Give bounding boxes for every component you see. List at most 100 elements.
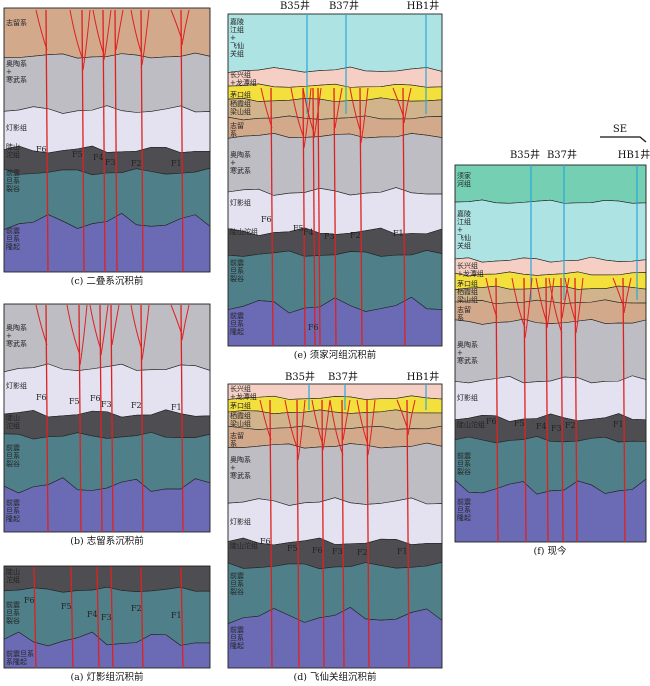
fault-line-branch <box>66 304 81 356</box>
layer-label: 灯影组 <box>6 123 27 132</box>
well-label: B35井 <box>510 148 540 161</box>
layer-label: 隆起 <box>230 327 244 336</box>
panel-frame <box>3 565 211 669</box>
layer-label: 系 <box>230 129 237 138</box>
fault-line-branch <box>403 87 412 124</box>
layer-label: + <box>457 349 463 357</box>
layer-label: 奥陶系 <box>6 59 27 68</box>
fault-line-branch <box>367 399 376 456</box>
layer-label: 江组 <box>457 217 471 226</box>
fault-label: F6 <box>308 323 319 332</box>
panel-caption: (a) 灯影组沉积前 <box>70 671 143 683</box>
layer-label: 茅口组 <box>457 279 478 288</box>
fault-line-branch <box>360 87 369 144</box>
fault-label: F4 <box>93 153 104 162</box>
layer-label: 茅口组 <box>230 401 251 410</box>
direction-label: SE <box>613 124 627 135</box>
fault-label: F1 <box>171 611 182 620</box>
fault-line <box>114 9 118 273</box>
fault-line-branch <box>546 277 555 329</box>
fault-line-branch <box>130 304 143 351</box>
fault-label: F2 <box>565 421 576 430</box>
layer-label: 旦系 <box>230 319 244 328</box>
fault-line <box>302 87 306 347</box>
fault-line-branch <box>82 9 91 71</box>
fault-line-branch <box>35 304 48 346</box>
layer-label: 志留 <box>230 431 244 440</box>
fault-line <box>270 87 274 347</box>
layer-label: 陡山 <box>6 567 20 576</box>
fault-label: F3 <box>332 547 343 556</box>
layer-label: 前震旦系 <box>6 649 34 658</box>
fault-label: F1 <box>397 547 408 556</box>
fault-line-branch <box>79 304 88 366</box>
panel-frame <box>227 383 443 669</box>
panel-frame <box>3 303 211 533</box>
fault-label: F3 <box>551 424 562 433</box>
fault-line <box>180 566 184 669</box>
fault-label: F2 <box>357 548 368 557</box>
layer-label: 隆起 <box>6 242 20 251</box>
layer-label: + <box>230 34 236 42</box>
layer-label: 梁山组 <box>230 419 251 428</box>
layer-label: 陡山 <box>6 413 20 422</box>
layer-label: 长兴组 <box>230 70 251 79</box>
fault-label: F6 <box>486 417 497 426</box>
layer-label: + <box>6 332 12 340</box>
fault-line-branch <box>575 277 584 334</box>
fault-line <box>140 304 144 533</box>
layer-label: 寒武系 <box>230 166 251 175</box>
fault-label: F6 <box>261 215 272 224</box>
layer-label: 前震 <box>230 258 244 267</box>
fault-line <box>45 9 49 273</box>
fault-label: F3 <box>324 232 335 241</box>
fault-line <box>317 87 321 347</box>
fault-line-branch <box>313 87 322 139</box>
fault-line <box>99 304 103 533</box>
fault-line-branch <box>35 9 48 51</box>
well-label: B37井 <box>547 148 577 161</box>
fault-line-branch <box>100 304 109 356</box>
layer-label: 前震 <box>230 571 244 580</box>
layer-label: 裂谷 <box>230 587 244 596</box>
fault-line-branch <box>623 277 632 314</box>
layer-uplift <box>227 296 443 347</box>
layer-label: 前震 <box>457 451 471 460</box>
fault-line-branch <box>524 277 533 339</box>
layer-label: 旦系 <box>6 451 20 460</box>
panel-caption: (c) 二叠系沉积前 <box>71 275 144 287</box>
fault-line <box>523 277 527 543</box>
layer-label: 灯影组 <box>230 517 251 526</box>
layer-label: 飞仙 <box>230 41 244 50</box>
panel-frame <box>454 164 647 543</box>
panel-caption: (b) 志留系沉积前 <box>70 535 144 547</box>
layer-label: 陡山沱组 <box>457 420 485 429</box>
layer-label: 志留 <box>230 121 244 130</box>
fault-line <box>341 399 345 669</box>
layer-label: 沱组 <box>6 421 20 430</box>
fault-label: F6 <box>24 596 35 605</box>
layer-dengying <box>3 105 211 154</box>
fault-label: F2 <box>131 604 142 613</box>
layer-label: 寒武系 <box>457 356 478 365</box>
fault-line-branch <box>170 9 183 41</box>
layer-label: + <box>457 226 463 234</box>
well-label: B35井 <box>285 370 315 383</box>
layer-label: 关组 <box>457 241 471 250</box>
fault-label: F6 <box>90 394 101 403</box>
panel-caption: (f) 现今 <box>534 545 567 557</box>
fault-line <box>366 399 370 669</box>
fault-line-branch <box>392 87 405 119</box>
fault-line-branch <box>342 399 351 441</box>
fault-line <box>180 304 184 533</box>
layer-label: 奥陶系 <box>230 455 251 464</box>
fault-label: F3 <box>105 158 116 167</box>
layer-label: 关组 <box>230 49 244 58</box>
fault-line-branch <box>407 399 416 436</box>
panel-frame <box>3 7 211 273</box>
fault-line-branch <box>329 399 344 456</box>
layer-label: 系隆起 <box>6 657 27 666</box>
layer-label: 裂谷 <box>230 274 244 283</box>
